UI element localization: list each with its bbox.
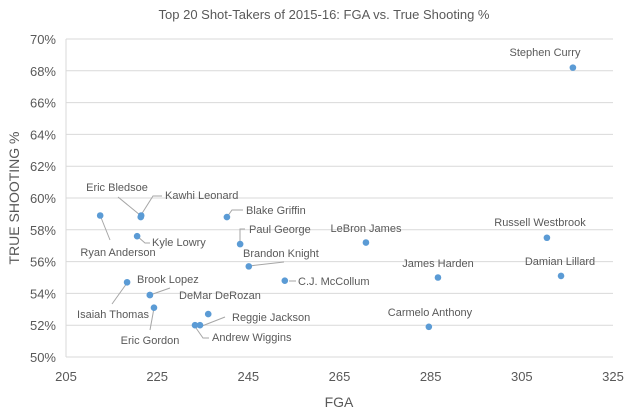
- data-point: [425, 323, 433, 331]
- leader-line: [99, 214, 111, 241]
- data-point: [146, 291, 154, 299]
- y-tick-label: 56%: [30, 255, 56, 270]
- leader-line: [201, 316, 226, 327]
- data-points: [96, 64, 577, 331]
- leader-line: [111, 282, 128, 305]
- data-label: C.J. McCollum: [298, 276, 370, 288]
- data-label: Stephen Curry: [510, 47, 581, 59]
- data-label: Russell Westbrook: [494, 217, 586, 229]
- data-label: Damian Lillard: [525, 256, 595, 268]
- y-tick-label: 62%: [30, 159, 56, 174]
- data-label: Kawhi Leonard: [165, 190, 238, 202]
- x-tick-label: 325: [602, 369, 624, 384]
- data-point: [137, 213, 145, 221]
- leader-line: [136, 235, 150, 244]
- y-tick-label: 60%: [30, 191, 56, 206]
- leader-line: [140, 195, 162, 216]
- data-point: [123, 278, 131, 286]
- leader-line: [195, 327, 209, 339]
- y-tick-label: 50%: [30, 350, 56, 365]
- data-label: Andrew Wiggins: [212, 332, 292, 344]
- data-label: DeMar DeRozan: [179, 290, 261, 302]
- x-tick-label: 285: [420, 369, 442, 384]
- data-point: [133, 232, 141, 240]
- chart-title: Top 20 Shot-Takers of 2015-16: FGA vs. T…: [159, 7, 490, 22]
- data-label: Brook Lopez: [137, 274, 199, 286]
- data-label: Reggie Jackson: [232, 312, 310, 324]
- y-tick-label: 54%: [30, 286, 56, 301]
- data-label: LeBron James: [331, 223, 402, 235]
- data-label: Kyle Lowry: [152, 237, 206, 249]
- leader-lines: [99, 195, 296, 339]
- leader-line: [149, 307, 155, 331]
- leader-line: [248, 261, 285, 267]
- data-label: Blake Griffin: [246, 205, 306, 217]
- data-label: James Harden: [402, 258, 474, 270]
- x-tick-label: 225: [146, 369, 168, 384]
- x-tick-label: 305: [511, 369, 533, 384]
- data-label: Eric Bledsoe: [86, 182, 148, 194]
- data-point: [150, 304, 158, 312]
- data-point: [362, 239, 370, 246]
- data-point: [557, 272, 565, 280]
- data-point: [223, 213, 231, 221]
- data-point: [236, 240, 244, 248]
- x-tick-label: 245: [237, 369, 259, 384]
- gridlines: [65, 38, 613, 358]
- data-label: Ryan Anderson: [80, 247, 155, 259]
- y-tick-label: 68%: [30, 64, 56, 79]
- y-axis-label: TRUE SHOOTING %: [6, 131, 22, 264]
- data-point: [196, 321, 204, 329]
- leader-line: [239, 228, 245, 244]
- data-label: Paul George: [249, 224, 311, 236]
- y-tick-label: 64%: [30, 127, 56, 142]
- y-tick-label: 52%: [30, 318, 56, 333]
- data-label: Isaiah Thomas: [77, 309, 149, 321]
- y-tick-label: 66%: [30, 96, 56, 111]
- leader-line: [117, 196, 141, 216]
- data-point: [245, 263, 253, 270]
- x-axis-label: FGA: [325, 394, 354, 410]
- data-labels: Stephen Curry Russell Westbrook Damian Lil…: [77, 47, 595, 347]
- data-label: Eric Gordon: [121, 335, 180, 347]
- y-tick-label: 58%: [30, 223, 56, 238]
- data-point: [191, 321, 199, 329]
- data-label: Carmelo Anthony: [388, 307, 473, 319]
- y-axis-ticks: 50% 52% 54% 56% 58% 60% 62% 64% 66% 68% 70%: [30, 32, 56, 365]
- data-point: [434, 274, 442, 281]
- leader-line: [149, 287, 171, 296]
- data-point: [569, 64, 577, 71]
- y-tick-label: 70%: [30, 32, 56, 47]
- data-point: [204, 310, 212, 318]
- data-point: [543, 234, 551, 242]
- x-axis-ticks: 205 225 245 265 285 305 325: [55, 369, 624, 384]
- data-point: [281, 277, 289, 284]
- x-tick-label: 265: [329, 369, 351, 384]
- x-tick-label: 205: [55, 369, 77, 384]
- data-point: [96, 212, 104, 219]
- data-label: Brandon Knight: [243, 248, 319, 260]
